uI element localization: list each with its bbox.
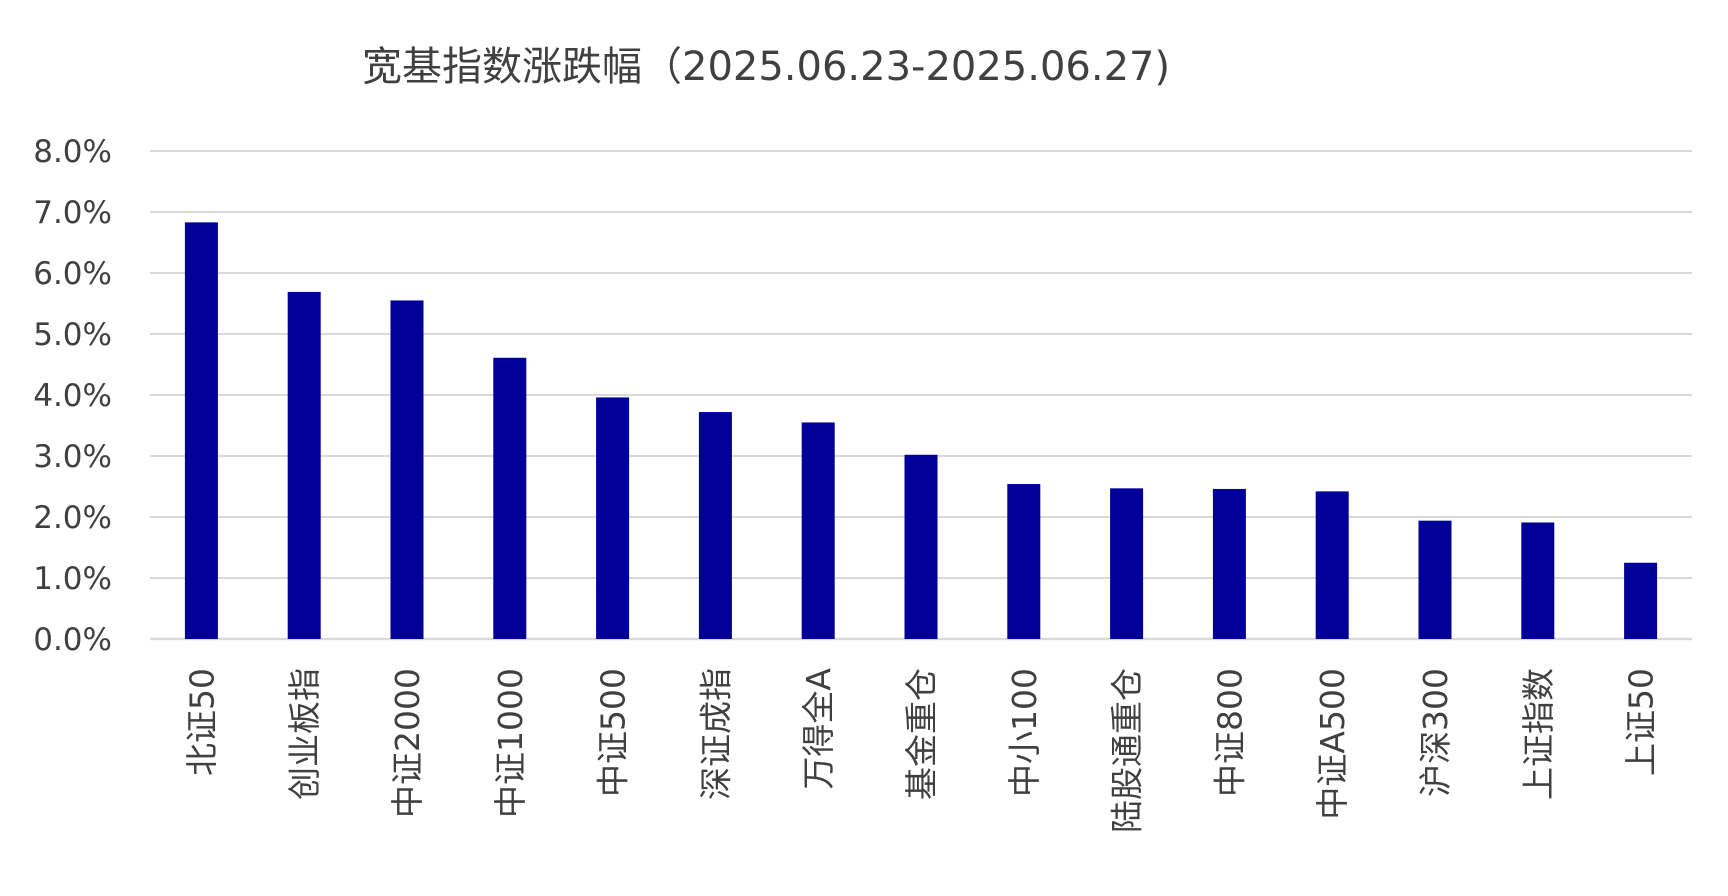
y-tick-label: 8.0% xyxy=(33,134,112,170)
x-category-label: 上证50 xyxy=(1622,668,1661,776)
x-category-label: 基金重仓 xyxy=(902,668,941,800)
bar xyxy=(596,397,630,639)
x-category-label: 万得全A xyxy=(799,668,838,790)
x-category-label: 中证A500 xyxy=(1313,668,1352,820)
x-axis-category-labels: 北证50 创业板指 中证2000 中证1000 中证500 深证成指 万得全A 基金重仓 中小1… xyxy=(182,668,1660,833)
bar xyxy=(184,222,218,639)
y-tick-label: 1.0% xyxy=(33,561,112,597)
bar xyxy=(1212,488,1246,639)
bar xyxy=(493,357,527,639)
y-tick-label: 6.0% xyxy=(33,256,112,292)
bar xyxy=(1624,562,1658,639)
bar xyxy=(1418,520,1452,639)
x-category-label: 上证指数 xyxy=(1519,668,1558,800)
y-tick-label: 0.0% xyxy=(33,622,112,658)
x-category-label: 深证成指 xyxy=(696,668,735,800)
y-tick-label: 4.0% xyxy=(33,378,112,414)
x-category-label: 北证50 xyxy=(182,668,221,776)
x-category-label: 中证500 xyxy=(594,668,633,797)
bar xyxy=(1521,522,1555,639)
y-tick-label: 2.0% xyxy=(33,500,112,536)
bar xyxy=(801,422,835,639)
y-axis-tick-labels: 0.0% 1.0% 2.0% 3.0% 4.0% 5.0% 6.0% 7.0% 8.0% xyxy=(33,134,112,658)
y-tick-label: 5.0% xyxy=(33,317,112,353)
chart-title: 宽基指数涨跌幅（2025.06.23-2025.06.27) xyxy=(362,44,1170,90)
bars xyxy=(184,222,1658,639)
bar xyxy=(1110,488,1144,639)
x-category-label: 陆股通重仓 xyxy=(1108,668,1147,833)
bar xyxy=(904,454,938,639)
x-category-label: 中小100 xyxy=(1005,668,1044,797)
x-category-label: 中证2000 xyxy=(388,668,427,818)
bar xyxy=(1315,491,1349,639)
x-category-label: 中证800 xyxy=(1210,668,1249,797)
x-category-label: 沪深300 xyxy=(1416,668,1455,797)
bar xyxy=(1007,484,1041,639)
x-category-label: 创业板指 xyxy=(285,668,324,800)
y-tick-label: 3.0% xyxy=(33,439,112,475)
y-tick-label: 7.0% xyxy=(33,195,112,231)
bar xyxy=(698,412,732,639)
bar xyxy=(287,291,321,639)
bar xyxy=(390,300,424,639)
x-category-label: 中证1000 xyxy=(491,668,530,818)
